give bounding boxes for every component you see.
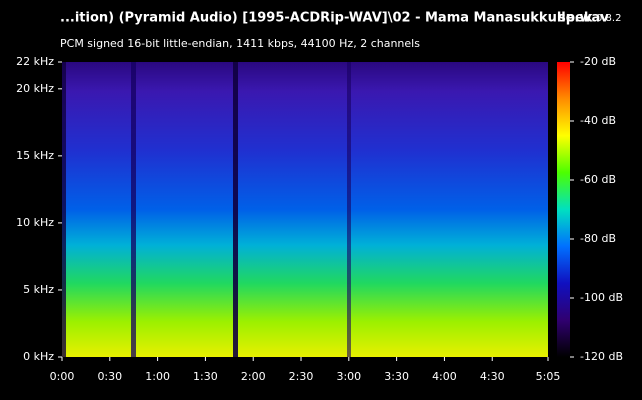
y-tick-label: 5 kHz xyxy=(23,283,54,296)
subtitle: PCM signed 16-bit little-endian, 1411 kb… xyxy=(60,37,420,50)
color-tick-label: -120 dB xyxy=(580,350,623,363)
color-tick-label: -80 dB xyxy=(580,232,616,245)
x-tick-label: 4:00 xyxy=(432,370,457,383)
quiet-stripe xyxy=(233,62,238,357)
y-tick-label: 22 kHz xyxy=(16,55,54,68)
y-tick-label: 0 kHz xyxy=(23,350,54,363)
quiet-stripe xyxy=(347,62,351,357)
x-tick-label: 5:05 xyxy=(536,370,561,383)
x-tick-label: 0:00 xyxy=(50,370,75,383)
x-tick-label: 3:30 xyxy=(384,370,409,383)
spectrogram-fill xyxy=(62,62,548,357)
x-tick-label: 2:00 xyxy=(241,370,266,383)
file-title: ...ition) (Pyramid Audio) [1995-ACDRip-W… xyxy=(60,11,609,26)
app-name: spek xyxy=(558,11,593,26)
x-tick-label: 0:30 xyxy=(97,370,122,383)
x-tick-label: 4:30 xyxy=(480,370,505,383)
color-tick-label: -40 dB xyxy=(580,114,616,127)
x-tick-label: 1:30 xyxy=(193,370,218,383)
y-tick-label: 15 kHz xyxy=(16,149,54,162)
color-tick-label: -60 dB xyxy=(580,173,616,186)
quiet-stripe xyxy=(62,62,66,357)
color-scale xyxy=(557,62,570,357)
x-tick-label: 2:30 xyxy=(289,370,314,383)
app-version: 0.8.2 xyxy=(596,13,621,24)
x-tick-label: 3:00 xyxy=(336,370,361,383)
color-tick-label: -100 dB xyxy=(580,291,623,304)
y-tick-label: 10 kHz xyxy=(16,216,54,229)
quiet-stripe xyxy=(131,62,136,357)
color-tick-label: -20 dB xyxy=(580,55,616,68)
y-tick-label: 20 kHz xyxy=(16,82,54,95)
spectrogram-image xyxy=(62,62,548,357)
x-tick-label: 1:00 xyxy=(145,370,170,383)
